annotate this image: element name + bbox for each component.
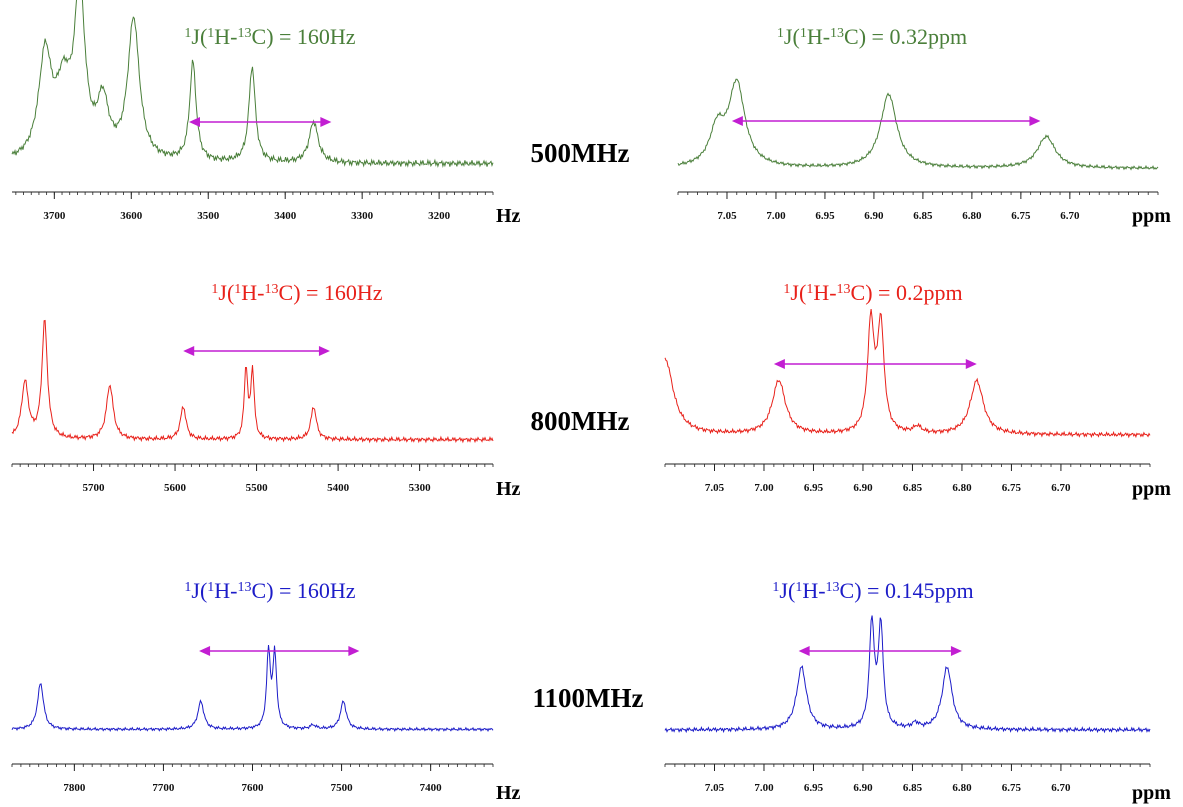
arrow-head-left <box>189 117 201 127</box>
tick-label: 7.05 <box>705 482 725 494</box>
coupling-title: 1J(1H-13C) = 160Hz <box>184 24 355 49</box>
spectrum-line <box>11 645 494 733</box>
coupling-title: 1J(1H-13C) = 0.2ppm <box>783 280 962 305</box>
tick-label: 7.00 <box>754 782 774 794</box>
tick-label: 6.75 <box>1011 210 1031 222</box>
arrow-head-right <box>348 646 360 656</box>
field-label-500mhz: 500MHz <box>531 138 630 168</box>
arrow-head-right <box>950 646 962 656</box>
tick-label: 5500 <box>246 482 269 494</box>
tick-label: 7.05 <box>705 782 725 794</box>
tick-label: 6.80 <box>952 482 972 494</box>
tick-label: 3500 <box>197 210 220 222</box>
tick-label: 5400 <box>327 482 350 494</box>
spectrum-line <box>11 319 494 444</box>
tick-label: 3200 <box>428 210 451 222</box>
tick-label: 7.00 <box>754 482 774 494</box>
arrow-head-left <box>183 346 195 356</box>
tick-label: 6.85 <box>903 782 923 794</box>
tick-label: 7600 <box>242 782 265 794</box>
tick-label: 7700 <box>152 782 175 794</box>
tick-label: 6.70 <box>1051 782 1071 794</box>
arrow-head-left <box>731 116 743 126</box>
coupling-title: 1J(1H-13C) = 0.145ppm <box>772 578 973 603</box>
tick-label: 6.85 <box>903 482 923 494</box>
tick-label: 6.95 <box>804 782 824 794</box>
panel-800mhz-hz: 1J(1H-13C) = 160Hz 5700 5600 5500 5400 5300 Hz <box>11 280 521 500</box>
tick-label: 5700 <box>83 482 106 494</box>
tick-label: 6.90 <box>853 782 873 794</box>
spectrum-line <box>664 309 1151 439</box>
tick-label: 6.85 <box>913 210 933 222</box>
panel-500mhz-ppm: 1J(1H-13C) = 0.32ppm 7.05 7.00 6.95 6.90 6.85… <box>677 24 1171 227</box>
tick-label: 6.95 <box>804 482 824 494</box>
tick-label: 6.95 <box>815 210 835 222</box>
arrow-head-right <box>320 117 332 127</box>
spectrum-line <box>664 615 1151 734</box>
tick-label: 6.90 <box>864 210 884 222</box>
tick-label: 6.90 <box>853 482 873 494</box>
field-label-800mhz: 800MHz <box>531 406 630 436</box>
tick-label: 5600 <box>164 482 187 494</box>
x-axis-unit-label: Hz <box>496 782 521 804</box>
tick-label: 7500 <box>331 782 354 794</box>
arrow-head-right <box>1029 116 1041 126</box>
tick-label: 7.05 <box>717 210 737 222</box>
tick-label: 6.70 <box>1060 210 1080 222</box>
coupling-title: 1J(1H-13C) = 160Hz <box>211 280 382 305</box>
x-axis-unit-label: ppm <box>1132 205 1171 227</box>
tick-label: 6.70 <box>1051 482 1071 494</box>
coupling-title: 1J(1H-13C) = 160Hz <box>184 578 355 603</box>
tick-label: 3400 <box>274 210 297 222</box>
tick-label: 5300 <box>409 482 432 494</box>
x-axis-unit-label: Hz <box>496 478 521 500</box>
arrow-head-left <box>773 359 785 369</box>
tick-label: 7.00 <box>766 210 786 222</box>
panel-1100mhz-hz: 1J(1H-13C) = 160Hz 7800 7700 7600 7500 7400 Hz <box>11 578 521 804</box>
field-label-1100mhz: 1100MHz <box>533 683 644 713</box>
tick-label: 7400 <box>420 782 443 794</box>
panel-500mhz-hz: 1J(1H-13C) = 160Hz 3700 3600 3500 3400 3300 32… <box>11 0 521 227</box>
coupling-title: 1J(1H-13C) = 0.32ppm <box>777 24 967 49</box>
tick-label: 3700 <box>43 210 66 222</box>
tick-label: 3300 <box>351 210 374 222</box>
x-axis-unit-label: ppm <box>1132 782 1171 804</box>
x-axis-unit-label: Hz <box>496 205 521 227</box>
arrow-head-right <box>318 346 330 356</box>
x-axis-unit-label: ppm <box>1132 478 1171 500</box>
tick-label: 6.80 <box>952 782 972 794</box>
tick-label: 6.75 <box>1002 782 1022 794</box>
spectrum-line <box>677 78 1159 171</box>
tick-label: 6.75 <box>1002 482 1022 494</box>
spectrum-line <box>11 0 494 168</box>
tick-label: 7800 <box>63 782 86 794</box>
panel-1100mhz-ppm: 1J(1H-13C) = 0.145ppm 7.05 7.00 6.95 6.90 6.8… <box>664 578 1171 804</box>
tick-label: 6.80 <box>962 210 982 222</box>
arrow-head-left <box>798 646 810 656</box>
panel-800mhz-ppm: 1J(1H-13C) = 0.2ppm 7.05 7.00 6.95 6.90 6.85 6… <box>664 280 1171 500</box>
arrow-head-right <box>965 359 977 369</box>
tick-label: 3600 <box>120 210 143 222</box>
arrow-head-left <box>199 646 211 656</box>
